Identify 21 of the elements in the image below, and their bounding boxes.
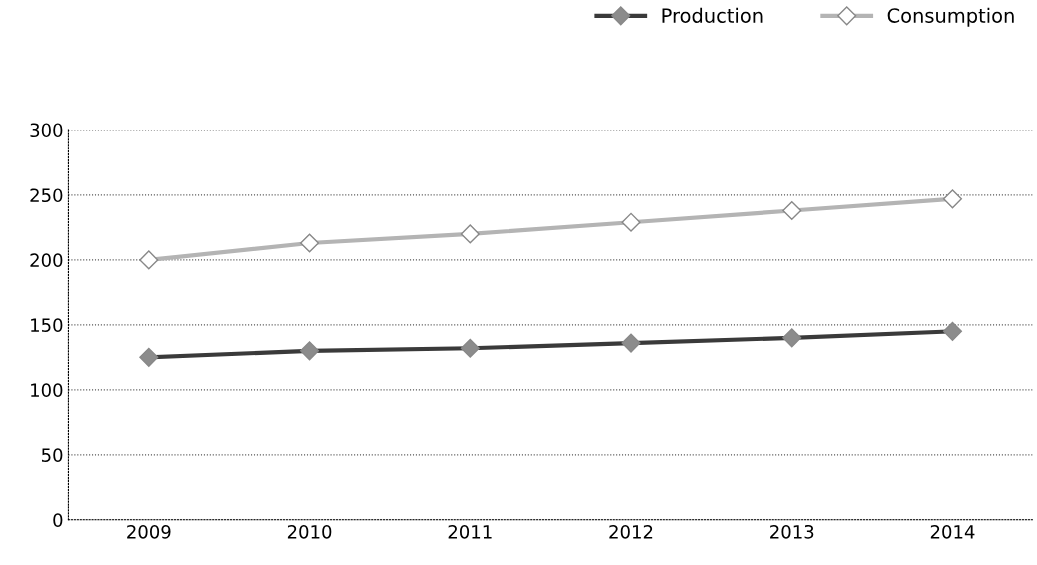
x-tick-label: 2013: [770, 524, 814, 539]
point: [782, 200, 802, 221]
point: [460, 224, 480, 244]
legend-label: Production: [662, 7, 763, 23]
point: [300, 233, 320, 253]
y-tick-label: 300: [30, 123, 63, 138]
y-tick-label: 200: [30, 253, 63, 268]
point: [621, 212, 641, 232]
point: [139, 250, 159, 270]
legend-label: Consumption: [887, 7, 1014, 27]
y-tick-label: 0: [53, 513, 63, 527]
x-tick-label: 2010: [287, 524, 332, 539]
x-tick-label: 2014: [930, 524, 975, 539]
y-tick-label: 150: [31, 318, 63, 332]
x-tick-label: 2012: [609, 524, 653, 539]
y-tick-label: 100: [31, 383, 63, 397]
y-tick-label: 250: [30, 188, 63, 203]
y-tick-label: 50: [42, 448, 63, 462]
point: [942, 189, 963, 209]
x-tick-label: 2011: [448, 524, 492, 539]
x-tick-label: 2009: [127, 524, 171, 539]
